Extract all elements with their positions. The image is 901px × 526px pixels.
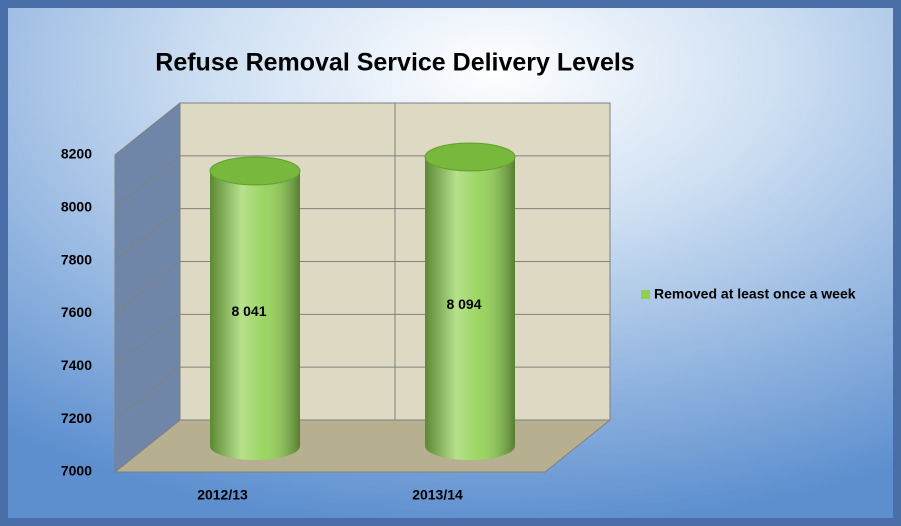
cylinder-top-shade — [210, 157, 300, 186]
cylinder-shade — [425, 157, 515, 461]
chart-title: Refuse Removal Service Delivery Levels — [155, 49, 634, 77]
y-tick-label: 8200 — [61, 146, 92, 162]
cylinder-top — [209, 156, 301, 186]
legend-label: Removed at least once a week — [654, 286, 856, 302]
cylinder-top — [424, 142, 516, 172]
floor — [113, 419, 612, 473]
y-tick-label: 7000 — [61, 463, 92, 479]
cylinder-shade — [210, 171, 300, 460]
grid-line — [114, 102, 610, 156]
data-label: 8 094 — [446, 296, 481, 312]
x-tick-label: 2013/14 — [412, 487, 463, 503]
data-label: 8 041 — [231, 303, 266, 319]
y-tick-label: 7600 — [61, 304, 92, 320]
y-tick-label: 8000 — [61, 199, 92, 215]
y-tick-label: 7400 — [61, 357, 92, 373]
y-tick-label: 7200 — [61, 410, 92, 426]
legend-swatch — [641, 290, 650, 299]
cylinder-top-shade — [425, 143, 515, 172]
x-tick-label: 2012/13 — [197, 487, 248, 503]
y-tick-label: 7800 — [61, 251, 92, 267]
